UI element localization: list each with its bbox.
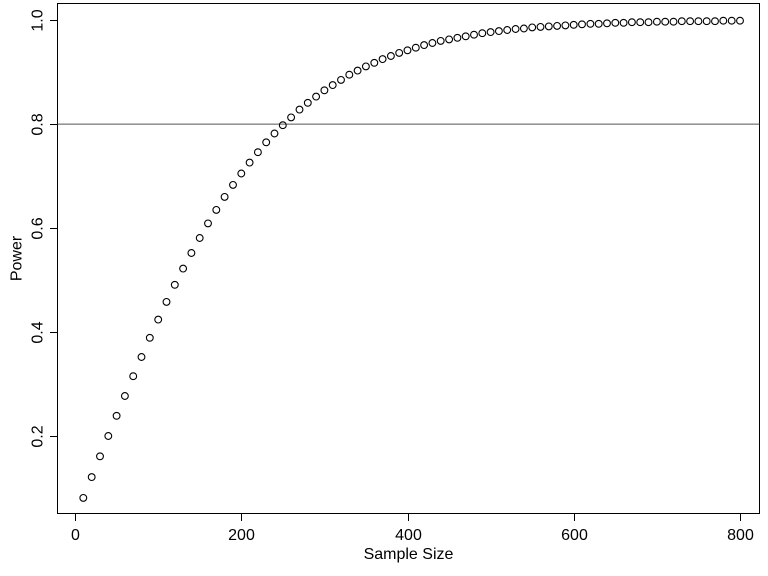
data-point (278, 121, 287, 130)
data-point (711, 17, 719, 26)
data-point (287, 113, 296, 122)
y-tick-label: 0.4 (30, 321, 47, 343)
y-tick-label: 1.0 (30, 9, 47, 31)
data-point (669, 17, 678, 26)
data-point (179, 264, 188, 273)
data-point (420, 41, 429, 50)
data-point (553, 21, 562, 30)
data-point (478, 29, 487, 38)
data-point (137, 353, 146, 361)
data-point (187, 249, 196, 257)
data-point (686, 17, 695, 26)
data-point (370, 58, 379, 67)
data-point (237, 169, 246, 178)
data-point (129, 372, 138, 381)
data-point (395, 48, 404, 57)
data-point (519, 24, 528, 33)
data-point (528, 23, 537, 32)
data-point (245, 158, 254, 167)
data-point (104, 432, 113, 440)
data-point (494, 27, 503, 36)
x-tick-label: 0 (71, 527, 80, 544)
data-point (145, 333, 154, 342)
data-point (195, 234, 204, 242)
data-point (411, 43, 420, 52)
data-point (120, 392, 129, 400)
data-point (702, 17, 711, 26)
y-tick-label: 0.2 (30, 425, 47, 447)
plot-frame (57, 3, 760, 514)
x-tick-label: 400 (395, 527, 422, 544)
data-point (503, 26, 512, 34)
data-point (586, 19, 595, 28)
x-axis-title: Sample Size (364, 546, 454, 563)
y-axis-title: Power (9, 235, 26, 281)
data-point (603, 19, 611, 28)
x-tick-label: 600 (561, 527, 588, 544)
data-point (627, 18, 636, 27)
x-tick-label: 200 (228, 527, 255, 544)
axis-ticks-layer: 0 200 400 600 800 0.2 0.4 0.6 0.8 1.0 (30, 9, 754, 544)
data-point (661, 17, 670, 26)
data-point (727, 16, 736, 25)
data-point (536, 22, 545, 31)
data-point (569, 20, 578, 29)
data-point (453, 33, 462, 42)
plot-border (57, 3, 760, 514)
data-point (303, 98, 312, 107)
data-points-layer (79, 16, 744, 502)
data-point (204, 219, 212, 228)
data-point (353, 66, 362, 75)
y-tick-label: 0.8 (30, 113, 47, 135)
data-point (594, 19, 603, 28)
data-point (262, 138, 271, 147)
data-point (270, 129, 279, 138)
data-point (295, 105, 304, 114)
data-point (544, 22, 553, 31)
data-point (162, 297, 171, 306)
data-point (212, 205, 221, 214)
data-point (229, 180, 237, 189)
data-point (486, 28, 495, 37)
data-point (719, 16, 728, 25)
data-point (578, 20, 586, 29)
data-point (154, 315, 163, 324)
data-point (79, 493, 88, 502)
y-tick-label: 0.6 (30, 217, 47, 239)
data-point (328, 81, 337, 90)
data-point (337, 75, 345, 84)
data-point (112, 411, 121, 420)
data-point (345, 70, 354, 79)
data-point (253, 148, 262, 157)
data-point (694, 17, 703, 26)
data-point (403, 46, 412, 55)
data-point (170, 280, 179, 289)
data-point (312, 92, 321, 101)
data-point (461, 32, 470, 41)
data-point (378, 55, 387, 64)
data-point (96, 452, 104, 461)
data-point (619, 18, 628, 27)
data-point (736, 16, 744, 25)
data-point (561, 21, 570, 30)
data-point (644, 18, 653, 27)
x-tick-label: 800 (727, 527, 754, 544)
data-point (87, 473, 96, 482)
data-point (636, 18, 645, 27)
data-point (611, 18, 620, 27)
data-point (445, 35, 454, 44)
data-point (652, 17, 661, 26)
data-point (511, 25, 520, 33)
data-point (677, 17, 686, 26)
data-point (220, 192, 229, 201)
data-point (428, 39, 437, 47)
data-point (320, 86, 329, 95)
data-point (361, 62, 370, 71)
data-point (386, 52, 395, 60)
data-point (436, 36, 445, 45)
data-point (470, 30, 478, 39)
